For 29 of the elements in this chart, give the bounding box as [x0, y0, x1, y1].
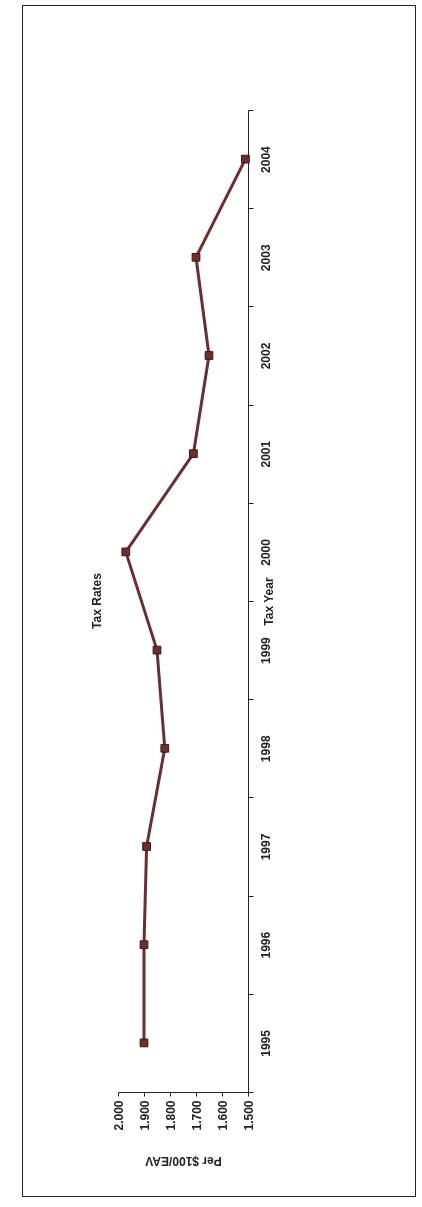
x-tick-label: 1.800 [163, 1100, 178, 1131]
text: Tax Rates [90, 572, 104, 629]
point [241, 154, 250, 164]
y-tick-label: 1998 [258, 735, 273, 763]
y-tick-label: 2001 [258, 440, 273, 468]
y-tick-label: 1995 [258, 1029, 273, 1057]
y-tick-label: 2002 [258, 342, 273, 370]
point [204, 351, 214, 360]
x-axis-title: Per $100/EAV [145, 1153, 222, 1168]
x-tick-label: 2.000 [111, 1100, 126, 1131]
x-tick-label: 1.600 [215, 1100, 230, 1131]
x-tick-label: 1.700 [189, 1100, 204, 1131]
point [142, 842, 151, 851]
point [189, 449, 198, 459]
y-tick-label: 2000 [258, 538, 273, 566]
x-tick-label: 1.900 [137, 1100, 152, 1131]
y-tick-label: 1996 [258, 931, 273, 959]
point [160, 743, 170, 753]
y-axis-title: Tax Year [261, 577, 276, 626]
y-tick-label: 2004 [258, 145, 273, 173]
point [139, 940, 149, 950]
x-tick-label: 1.500 [241, 1100, 256, 1131]
point [191, 252, 201, 262]
point [139, 1038, 149, 1048]
y-tick-label: 1997 [258, 833, 273, 861]
y-tick-label: 1999 [258, 636, 273, 664]
point [121, 547, 131, 557]
y-tick-label: 2003 [258, 244, 273, 272]
point [152, 645, 162, 655]
